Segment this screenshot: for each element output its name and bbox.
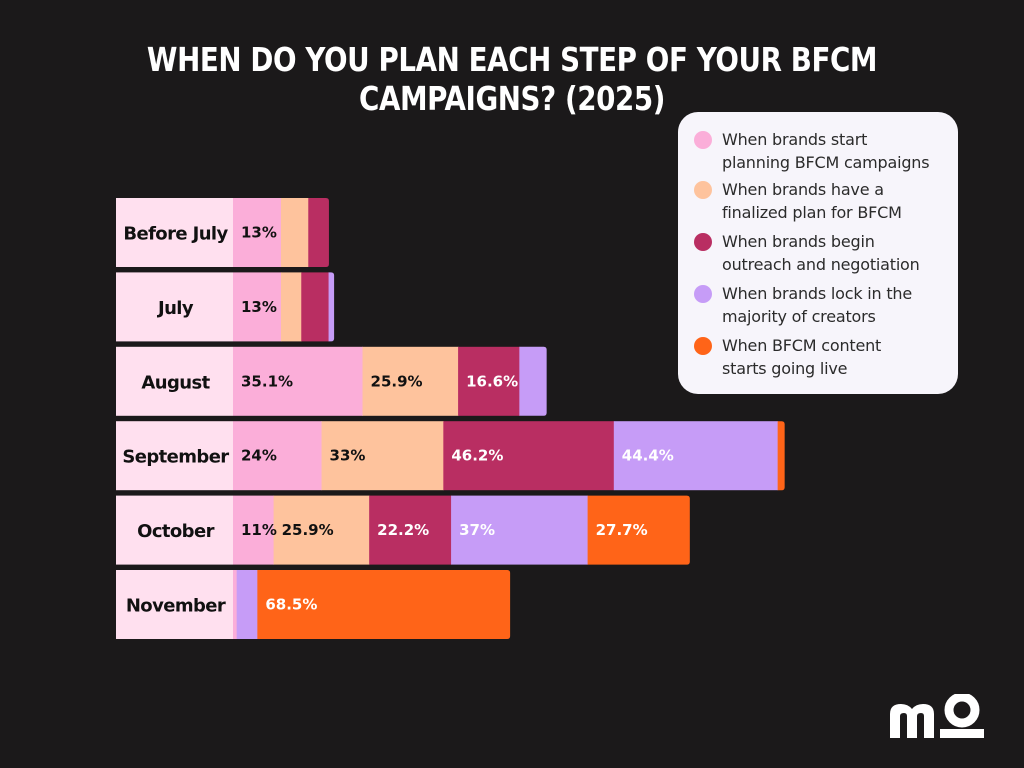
legend-label-lock-creators-line1: When brands lock in the [722, 284, 913, 303]
category-label-before-july: Before July [123, 224, 228, 245]
category-box-november [116, 570, 233, 639]
category-label-october: October [137, 521, 214, 542]
data-label-september-3: 46.2% [451, 447, 503, 465]
bar-segment-september-2 [321, 421, 444, 491]
category-box-september [116, 421, 233, 491]
bar-segment-august-3 [458, 346, 520, 416]
bar-segment-july-4 [328, 272, 335, 342]
bar-segment-november-4 [236, 570, 258, 639]
data-label-october-2: 25.9% [282, 521, 334, 539]
category-label-july: July [156, 298, 194, 319]
category-label-november: November [126, 596, 226, 617]
data-label-july-1: 13% [241, 298, 277, 316]
legend-label-start-planning-line1: When brands start [722, 130, 868, 149]
data-label-october-1: 11% [241, 521, 277, 539]
legend-swatch-lock-creators [694, 285, 712, 303]
legend-label-outreach-line1: When brands begin [722, 232, 875, 251]
bar-segment-september-1 [233, 421, 323, 491]
legend-swatch-start-planning [694, 131, 712, 149]
legend-label-finalized-plan-line2: finalized plan for BFCM [722, 203, 902, 222]
bar-segment-august-4 [519, 346, 547, 416]
bar-segment-october-2 [273, 495, 370, 565]
category-box-july [116, 272, 233, 342]
bar-segment-october-5 [587, 495, 690, 565]
bar-segment-november-5 [257, 570, 511, 639]
data-label-september-4: 44.4% [622, 447, 674, 465]
mo-logo [890, 694, 984, 738]
data-label-september-1: 24% [241, 447, 277, 465]
data-label-october-5: 27.7% [596, 521, 648, 539]
data-label-september-2: 33% [330, 447, 366, 465]
bar-segment-july-1 [233, 272, 282, 342]
legend-label-content-live-line2: starts going live [722, 359, 848, 378]
bar-segment-july-3 [301, 272, 330, 342]
bar-segment-september-5 [777, 421, 785, 491]
legend-label-lock-creators-line2: majority of creators [722, 307, 876, 326]
category-box-october [116, 495, 233, 565]
data-label-october-4: 37% [459, 521, 495, 539]
bar-segment-august-1 [233, 346, 364, 416]
legend: When brands start planning BFCM campaign… [678, 112, 958, 394]
legend-swatch-finalized-plan [694, 181, 712, 199]
legend-label-outreach-line2: outreach and negotiation [722, 255, 920, 274]
legend-label-start-planning-line2: planning BFCM campaigns [722, 153, 930, 172]
bar-segment-before-july-3 [308, 198, 329, 267]
bar-segment-august-2 [362, 346, 459, 416]
bar-segment-july-2 [280, 272, 302, 342]
bar-segment-before-july-1 [233, 198, 282, 267]
legend-swatch-outreach [694, 233, 712, 251]
legend-label-finalized-plan-line1: When brands have a [722, 180, 884, 199]
legend-label-content-live-line1: When BFCM content [722, 336, 882, 355]
bar-segment-october-1 [233, 495, 275, 565]
bar-segment-september-4 [613, 421, 779, 491]
legend-swatch-content-live [694, 337, 712, 355]
bar-segment-november-1 [233, 570, 238, 639]
data-label-august-1: 35.1% [241, 372, 293, 390]
bar-segment-october-3 [369, 495, 452, 565]
bar-segment-september-3 [443, 421, 615, 491]
category-box-before-july [116, 198, 233, 267]
data-label-october-3: 22.2% [377, 521, 429, 539]
data-label-before-july-1: 13% [241, 224, 277, 242]
chart-title: WHEN DO YOU PLAN EACH STEP OF YOUR BFCM … [146, 40, 878, 118]
category-box-august [116, 346, 233, 416]
data-label-november-5: 68.5% [265, 596, 317, 614]
bar-segment-october-4 [451, 495, 589, 565]
category-label-august: August [141, 372, 210, 393]
category-label-september: September [122, 447, 229, 468]
bar-segment-before-july-2 [280, 198, 309, 267]
data-label-august-3: 16.6% [466, 372, 518, 390]
data-label-august-2: 25.9% [371, 372, 423, 390]
